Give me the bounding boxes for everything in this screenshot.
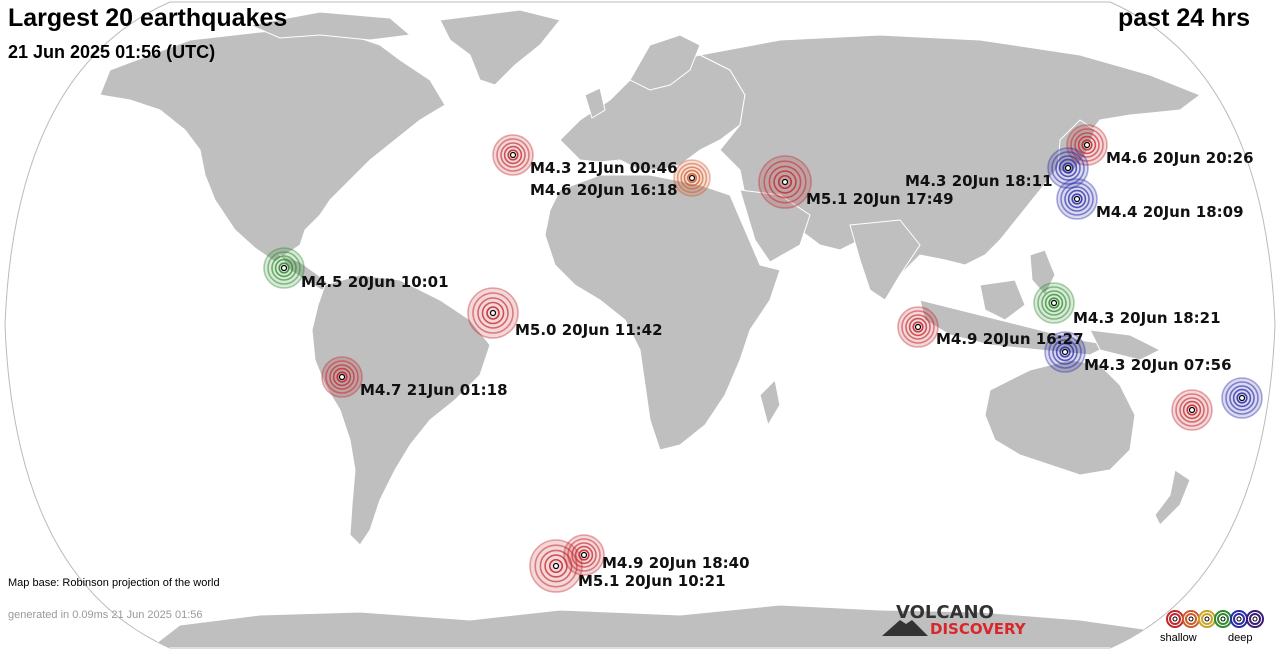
earthquake-label-iran: M5.1 20Jun 17:49: [806, 190, 954, 208]
earthquake-label-indonesia-sumatra: M4.9 20Jun 16:27: [936, 330, 1084, 348]
earthquake-marker-japan-mid[interactable]: [1047, 147, 1089, 189]
earthquake-label-south-sandwich-north: M4.9 20Jun 18:40: [602, 554, 750, 572]
earthquake-marker-japan-south[interactable]: [1056, 178, 1098, 220]
logo-text-discovery: DISCOVERY: [930, 620, 1026, 638]
earthquake-marker-fiji[interactable]: [1221, 377, 1263, 419]
north-america-landmass: [99, 27, 446, 263]
earthquake-label-japan-mid: M4.3 20Jun 18:11: [905, 172, 1053, 190]
earthquake-label-central-america: M4.5 20Jun 10:01: [301, 273, 449, 291]
depth-legend-markers: [1166, 610, 1264, 628]
earthquake-marker-greece[interactable]: [673, 159, 711, 197]
earthquake-marker-indonesia-sumatra[interactable]: [897, 306, 939, 348]
map-date: 21 Jun 2025 01:56 (UTC): [8, 42, 216, 62]
philippines-landmass: [1029, 249, 1056, 296]
map-credit: Map base: Robinson projection of the wor…: [8, 577, 220, 589]
earthquake-marker-south-sandwich-south[interactable]: [529, 539, 583, 593]
legend-depth-marker-3: [1214, 610, 1232, 628]
arabia-landmass: [739, 189, 811, 263]
legend-depth-marker-1: [1182, 610, 1200, 628]
borneo-landmass: [979, 279, 1026, 321]
madagascar-landmass: [759, 378, 781, 427]
time-period: past 24 hrs: [1117, 4, 1250, 32]
legend-depth-marker-4: [1230, 610, 1248, 628]
earthquake-label-mid-atlantic-equator: M5.0 20Jun 11:42: [515, 321, 663, 339]
legend-depth-marker-2: [1198, 610, 1216, 628]
earthquake-marker-vanuatu[interactable]: [1171, 389, 1213, 431]
earthquake-label-japan-south: M4.4 20Jun 18:09: [1096, 203, 1244, 221]
volcanodiscovery-logo[interactable]: VOLCANO DISCOVERY: [880, 602, 1040, 644]
earthquake-label-peru: M4.7 21Jun 01:18: [360, 381, 508, 399]
south-america-landmass: [311, 274, 491, 546]
asia-landmass: [698, 34, 1202, 276]
arctic-islands-landmass: [248, 11, 412, 41]
earthquake-label-south-sandwich-south: M5.1 20Jun 10:21: [578, 572, 726, 590]
earthquake-label-mid-atlantic-north: M4.3 21Jun 00:46: [530, 159, 678, 177]
legend-shallow-label: shallow: [1160, 632, 1197, 644]
europe-landmass: [559, 54, 746, 171]
earthquake-marker-south-sandwich-north[interactable]: [563, 534, 605, 576]
legend-depth-marker-0: [1166, 610, 1184, 628]
new-zealand-landmass: [1154, 469, 1191, 526]
earthquake-marker-mid-atlantic-equator[interactable]: [467, 287, 519, 339]
scandinavia-landmass: [629, 34, 701, 91]
map-title: Largest 20 earthquakes: [8, 4, 288, 32]
antarctica-landmass: [148, 604, 1182, 648]
volcano-icon: [882, 620, 928, 636]
legend-depth-marker-5: [1246, 610, 1264, 628]
earthquake-marker-peru[interactable]: [321, 356, 363, 398]
australia-landmass: [984, 359, 1136, 476]
earthquake-label-greece: M4.6 20Jun 16:18: [530, 181, 678, 199]
earthquake-label-japan-north: M4.6 20Jun 20:26: [1106, 149, 1254, 167]
logo-text-volcano: VOLCANO: [896, 602, 994, 623]
greenland-landmass: [439, 9, 561, 86]
india-landmass: [849, 219, 921, 301]
legend-deep-label: deep: [1228, 632, 1253, 644]
new-guinea-landmass: [1089, 329, 1162, 361]
british-isles-landmass: [584, 87, 606, 119]
earthquake-label-philippines: M4.3 20Jun 18:21: [1073, 309, 1221, 327]
earthquake-marker-iran[interactable]: [758, 155, 812, 209]
earthquake-marker-philippines[interactable]: [1033, 282, 1075, 324]
africa-landmass: [544, 174, 781, 451]
earthquake-marker-moluccas[interactable]: [1044, 331, 1086, 373]
earthquake-marker-mid-atlantic-north[interactable]: [492, 134, 534, 176]
depth-legend: shallow deep: [1160, 606, 1270, 646]
earthquake-marker-central-america[interactable]: [263, 247, 305, 289]
generated-note: generated in 0.09ms 21 Jun 2025 01:56: [8, 609, 203, 621]
earthquake-label-moluccas: M4.3 20Jun 07:56: [1084, 356, 1232, 374]
